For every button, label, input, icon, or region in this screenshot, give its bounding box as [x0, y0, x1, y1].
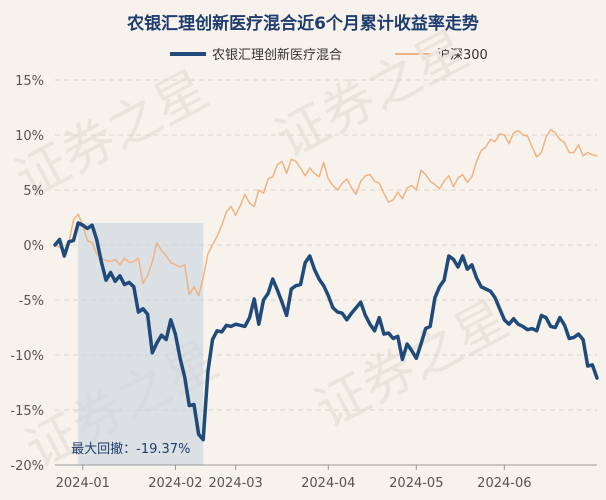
y-tick-label: -10% — [10, 349, 44, 364]
drawdown-shade — [78, 223, 204, 465]
y-tick-label: -20% — [10, 459, 44, 474]
axes: 2024-01 2024-02 2024-03 2024-04 2024-05 2024-… — [55, 464, 597, 491]
drawdown-label: 最大回撤：-19.37% — [71, 441, 190, 457]
x-tick-label: 2024-04 — [301, 476, 355, 491]
drawdown-region: 最大回撤：-19.37% — [71, 223, 204, 465]
x-tick-label: 2024-05 — [389, 476, 443, 491]
series-lines — [53, 128, 599, 442]
legend-entry-fund[interactable]: 农银汇理创新医疗混合 — [170, 44, 342, 63]
y-tick-label: 5% — [23, 184, 44, 199]
y-tick-label: 0% — [23, 239, 44, 254]
legend-label-fund: 农银汇理创新医疗混合 — [212, 48, 343, 63]
grid-lines: 15% 10% 5% 0% -5% -10% -15% -20% — [10, 74, 597, 474]
legend-swatch-index — [395, 52, 431, 55]
x-tick-label: 2024-02 — [148, 476, 202, 491]
legend-label-index: 沪深300 — [437, 48, 488, 63]
x-tick-label: 2024-03 — [209, 476, 263, 491]
y-tick-label: 10% — [15, 129, 44, 144]
x-tick-label: 2024-01 — [56, 476, 110, 491]
watermark-text: 证券之星 — [266, 20, 478, 171]
legend-swatch-fund — [170, 51, 206, 56]
series-line-fund — [53, 221, 599, 442]
y-tick-label: -5% — [19, 294, 44, 309]
chart-title: 农银汇理创新医疗混合近6个月累计收益率走势 — [127, 14, 479, 34]
legend-entry-index[interactable]: 沪深300 — [395, 44, 488, 63]
series-line-index — [54, 128, 598, 297]
y-tick-label: -15% — [10, 404, 44, 419]
y-tick-label: 15% — [15, 74, 44, 89]
x-tick-label: 2024-06 — [477, 476, 531, 491]
